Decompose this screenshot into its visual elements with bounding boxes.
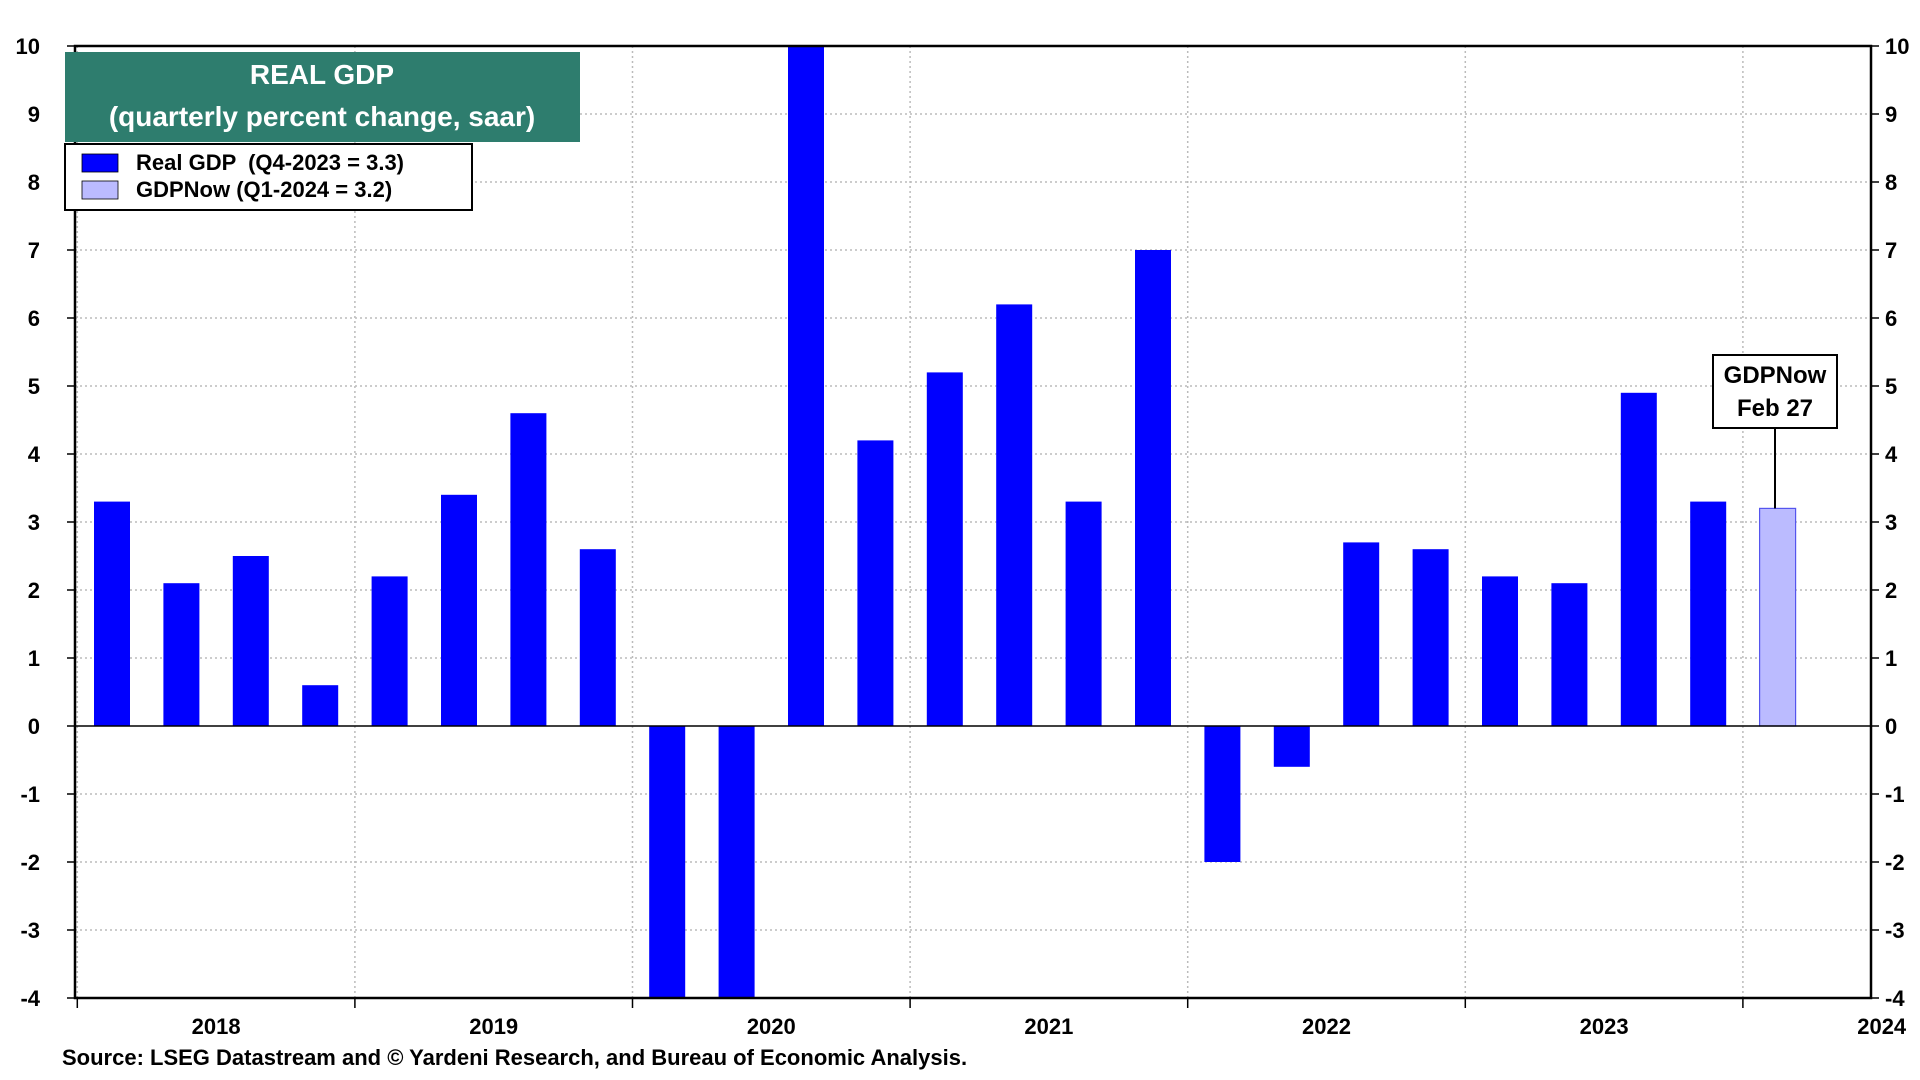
bar-real-gdp [94,501,130,726]
x-year-label: 2020 [747,1014,796,1039]
legend: Real GDP (Q4-2023 = 3.3) GDPNow (Q1-2024… [64,143,473,211]
y-tick-label-left: 2 [28,578,40,603]
y-tick-label-right: 6 [1885,306,1897,331]
bar-real-gdp [1690,501,1727,726]
bar-real-gdp [1620,392,1657,726]
y-tick-label-right: 10 [1885,34,1909,59]
gdpnow-annotation: GDPNow Feb 27 [1712,354,1838,509]
bar-real-gdp [1065,501,1102,726]
title-background [65,52,580,142]
y-tick-label-right: -1 [1885,782,1905,807]
legend-label-gdpnow: GDPNow (Q1-2024 = 3.2) [136,177,392,202]
chart-subtitle: (quarterly percent change, saar) [109,101,535,132]
y-tick-label-right: 5 [1885,374,1897,399]
y-tick-label-left: 3 [28,510,40,535]
bar-real-gdp [1482,576,1518,726]
bar-real-gdp [1412,549,1449,726]
bar-real-gdp [232,556,269,726]
y-tick-label-right: -4 [1885,986,1905,1011]
bar-real-gdp [1273,726,1310,767]
y-tick-label-right: -2 [1885,850,1905,875]
x-year-label: 2024 [1857,1014,1907,1039]
bar-real-gdp [371,576,408,726]
y-tick-label-right: 3 [1885,510,1897,535]
bar-real-gdp [857,440,894,726]
y-tick-label-left: 5 [28,374,40,399]
chart-title: REAL GDP [250,59,394,90]
y-tick-label-right: 8 [1885,170,1897,195]
y-tick-label-right: 1 [1885,646,1897,671]
bar-real-gdp [441,494,477,726]
y-tick-label-right: -3 [1885,918,1905,943]
bar-real-gdp [649,726,686,998]
y-tick-label-left: 7 [28,238,40,263]
bar-real-gdp [718,726,755,998]
y-tick-label-right: 2 [1885,578,1897,603]
y-tick-label-left: -1 [20,782,40,807]
x-year-label: 2023 [1580,1014,1629,1039]
axes: 10 109 98 87 76 65 54 43 32 21 10 0-1 -1-2 -2-3 -3-4 -4… [16,34,1910,1039]
y-tick-label-left: -2 [20,850,40,875]
bar-real-gdp [996,304,1033,726]
y-tick-label-left: 0 [28,714,40,739]
x-year-label: 2021 [1024,1014,1073,1039]
bar-real-gdp [579,549,616,726]
y-tick-label-left: -3 [20,918,40,943]
y-tick-label-left: 6 [28,306,40,331]
title-box: REAL GDP (quarterly percent change, saar… [65,52,580,142]
bar-real-gdp [510,413,547,726]
x-year-label: 2022 [1302,1014,1351,1039]
bar-real-gdp [163,583,200,726]
bar-real-gdp [788,46,824,726]
bar-gdpnow [1758,507,1797,727]
annotation-box [1712,354,1838,429]
bar-real-gdp [1204,726,1241,862]
bars [94,46,1797,998]
legend-swatch-real-gdp [81,153,119,173]
y-tick-label-left: 4 [28,442,41,467]
legend-box [64,143,473,211]
legend-swatch-gdpnow [81,180,119,200]
bar-real-gdp [1343,542,1380,726]
y-tick-label-right: 7 [1885,238,1897,263]
annotation-line-1: GDPNow [1724,362,1827,389]
y-tick-label-left: 10 [16,34,40,59]
y-tick-label-left: -4 [20,986,40,1011]
bar-real-gdp [926,372,963,726]
legend-label-real-gdp: Real GDP (Q4-2023 = 3.3) [136,150,404,175]
source-note: Source: LSEG Datastream and © Yardeni Re… [62,1045,967,1070]
annotation-line-2: Feb 27 [1737,395,1813,422]
x-year-label: 2018 [192,1014,241,1039]
x-year-label: 2019 [469,1014,518,1039]
y-tick-label-right: 4 [1885,442,1898,467]
bar-real-gdp [1551,583,1588,726]
y-tick-label-left: 9 [28,102,40,127]
y-tick-label-left: 1 [28,646,40,671]
y-tick-label-right: 0 [1885,714,1897,739]
bar-real-gdp [1135,250,1171,726]
bar-real-gdp [302,685,339,726]
y-tick-label-left: 8 [28,170,40,195]
y-tick-label-right: 9 [1885,102,1897,127]
